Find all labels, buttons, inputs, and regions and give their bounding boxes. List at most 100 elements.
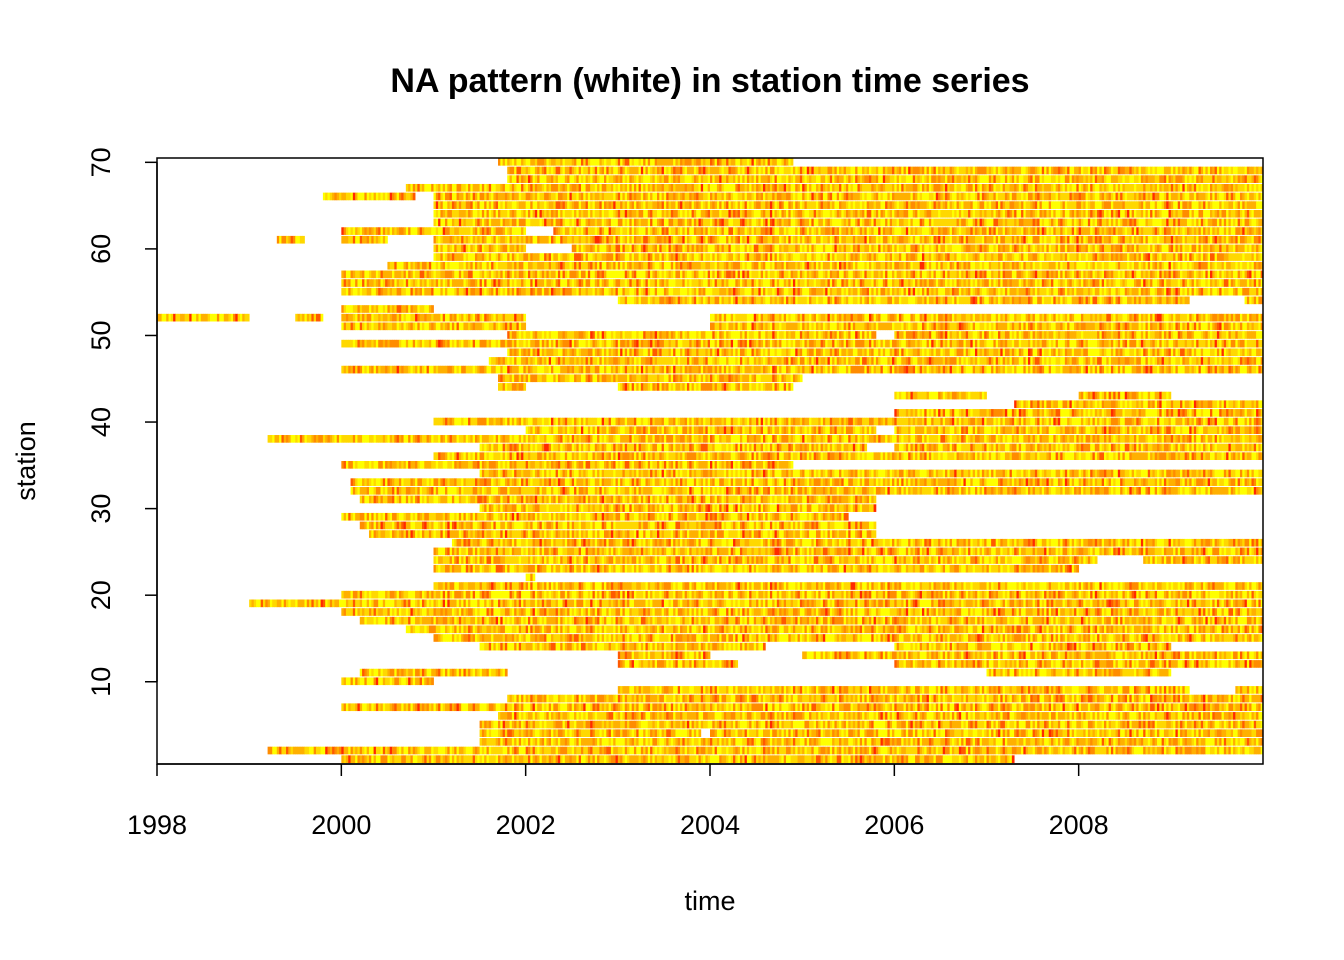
heatmap-cell bbox=[1046, 694, 1050, 703]
heatmap-cell bbox=[507, 738, 510, 746]
heatmap-cell bbox=[792, 746, 796, 755]
heatmap-cell bbox=[915, 694, 918, 703]
heatmap-cell bbox=[1177, 720, 1181, 729]
heatmap-cell bbox=[802, 634, 805, 642]
heatmap-cell bbox=[691, 616, 695, 625]
station-row-2 bbox=[267, 746, 1264, 755]
heatmap-cell bbox=[523, 712, 527, 720]
heatmap-cell bbox=[1069, 694, 1073, 703]
heatmap-cell bbox=[638, 642, 642, 651]
heatmap-cell bbox=[1044, 660, 1047, 668]
heatmap-cell bbox=[1129, 720, 1133, 729]
heatmap-cell bbox=[479, 642, 483, 651]
heatmap-cell bbox=[1057, 634, 1061, 642]
heatmap-cell bbox=[818, 738, 821, 746]
heatmap-cell bbox=[532, 703, 536, 712]
heatmap-cell bbox=[461, 746, 464, 755]
heatmap-cell bbox=[894, 703, 898, 712]
heatmap-cell bbox=[1184, 729, 1188, 738]
heatmap-cell bbox=[921, 712, 925, 720]
heatmap-cell bbox=[763, 746, 766, 755]
heatmap-cell bbox=[797, 703, 801, 712]
heatmap-cell bbox=[903, 746, 907, 755]
heatmap-cell bbox=[993, 651, 997, 660]
heatmap-cell bbox=[518, 738, 522, 746]
heatmap-cell bbox=[1097, 660, 1100, 668]
heatmap-cell bbox=[629, 694, 633, 703]
heatmap-cell bbox=[986, 694, 990, 703]
heatmap-cell bbox=[1097, 642, 1100, 651]
heatmap-cell bbox=[820, 755, 824, 763]
heatmap-cell bbox=[571, 625, 575, 634]
heatmap-cell bbox=[878, 712, 881, 720]
heatmap-cell bbox=[463, 703, 467, 712]
heatmap-cell bbox=[599, 625, 603, 634]
heatmap-cell bbox=[428, 746, 432, 755]
heatmap-cell bbox=[765, 686, 768, 694]
heatmap-cell bbox=[774, 712, 778, 720]
heatmap-cell bbox=[998, 694, 1001, 703]
heatmap-cell bbox=[986, 729, 990, 738]
heatmap-cell bbox=[1032, 720, 1036, 729]
heatmap-cell bbox=[488, 642, 492, 651]
heatmap-cell bbox=[1256, 729, 1259, 738]
heatmap-cell bbox=[945, 634, 948, 642]
station-row-5 bbox=[479, 720, 1264, 729]
heatmap-cell bbox=[387, 668, 391, 677]
heatmap-cell bbox=[606, 703, 610, 712]
heatmap-cell bbox=[569, 703, 573, 712]
heatmap-cell bbox=[693, 746, 697, 755]
heatmap-cell bbox=[864, 625, 868, 634]
heatmap-cell bbox=[965, 642, 969, 651]
heatmap-cell bbox=[1009, 712, 1013, 720]
heatmap-cell bbox=[719, 746, 722, 755]
heatmap-cell bbox=[866, 729, 870, 738]
heatmap-cell bbox=[1062, 703, 1066, 712]
heatmap-cell bbox=[378, 668, 381, 677]
heatmap-cell bbox=[454, 616, 457, 625]
heatmap-cell bbox=[1048, 625, 1052, 634]
heatmap-cell bbox=[1027, 694, 1031, 703]
heatmap-cell bbox=[680, 720, 683, 729]
heatmap-cell bbox=[661, 703, 665, 712]
heatmap-cell bbox=[875, 694, 879, 703]
heatmap-cell bbox=[1260, 712, 1264, 720]
heatmap-cell bbox=[758, 634, 762, 642]
heatmap-cell bbox=[652, 660, 656, 668]
heatmap-cell bbox=[601, 720, 605, 729]
heatmap-cell bbox=[1004, 729, 1008, 738]
heatmap-cell bbox=[1131, 642, 1135, 651]
heatmap-cell bbox=[608, 634, 612, 642]
heatmap-cell bbox=[1016, 660, 1020, 668]
heatmap-cell bbox=[640, 634, 644, 642]
heatmap-cell bbox=[463, 755, 467, 763]
heatmap-cell bbox=[728, 729, 732, 738]
heatmap-cell bbox=[1080, 694, 1084, 703]
heatmap-cell bbox=[1071, 642, 1075, 651]
heatmap-cell bbox=[892, 686, 895, 694]
heatmap-cell bbox=[995, 738, 999, 746]
heatmap-cell bbox=[1122, 651, 1126, 660]
heatmap-cell bbox=[1057, 703, 1061, 712]
heatmap-cell bbox=[742, 755, 745, 763]
heatmap-cell bbox=[1191, 720, 1195, 729]
heatmap-cell bbox=[792, 616, 796, 625]
heatmap-cell bbox=[433, 634, 437, 642]
heatmap-cell bbox=[1053, 642, 1057, 651]
heatmap-cell bbox=[1249, 625, 1252, 634]
heatmap-cell bbox=[728, 686, 732, 694]
heatmap-cell bbox=[1117, 703, 1121, 712]
heatmap-cell bbox=[749, 738, 752, 746]
heatmap-cell bbox=[1120, 703, 1123, 712]
heatmap-cell bbox=[599, 729, 603, 738]
heatmap-cell bbox=[855, 746, 858, 755]
heatmap-cell bbox=[1242, 660, 1245, 668]
heatmap-cell bbox=[684, 703, 688, 712]
heatmap-cell bbox=[571, 746, 575, 755]
heatmap-cell bbox=[834, 720, 838, 729]
heatmap-cell bbox=[961, 625, 964, 634]
heatmap-cell bbox=[712, 625, 715, 634]
heatmap-cell bbox=[680, 703, 683, 712]
heatmap-cell bbox=[666, 686, 669, 694]
heatmap-cell bbox=[864, 616, 868, 625]
